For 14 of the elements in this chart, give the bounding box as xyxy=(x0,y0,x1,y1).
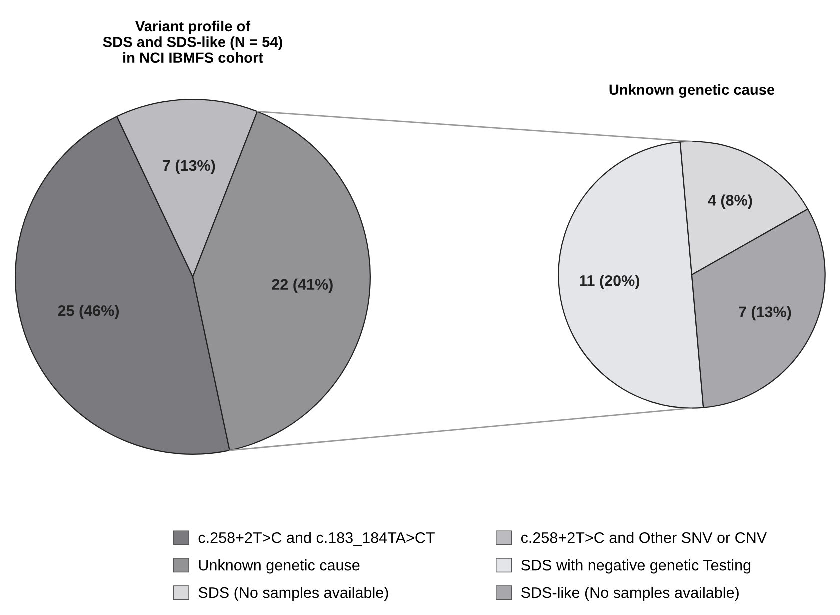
data-label: 11 (20%) xyxy=(580,275,640,290)
legend-label: Unknown genetic cause xyxy=(199,560,360,574)
legend-label: SDS (No samples available) xyxy=(198,587,388,602)
data-label: 22 (41%) xyxy=(272,278,333,294)
chart-title: Unknown genetic cause xyxy=(610,84,775,98)
legend-label: SDS-like (No samples available) xyxy=(522,587,739,602)
data-label: 4 (8%) xyxy=(708,194,752,209)
legend-label: c.258+2T>C and Other SNV or CNV xyxy=(521,532,768,544)
data-label: 7 (13%) xyxy=(163,160,216,174)
data-label: 25 (46%) xyxy=(58,305,120,320)
legend-label: SDS with negative genetic Testing xyxy=(522,560,751,574)
data-label: 7 (13%) xyxy=(739,306,792,321)
chart-title: Variant profile of SDS and SDS-like (N = 54) in NCI IBMFS cohort xyxy=(103,20,282,64)
legend-label: c.258+2T>C and c.183_184TA>CT xyxy=(198,532,435,546)
